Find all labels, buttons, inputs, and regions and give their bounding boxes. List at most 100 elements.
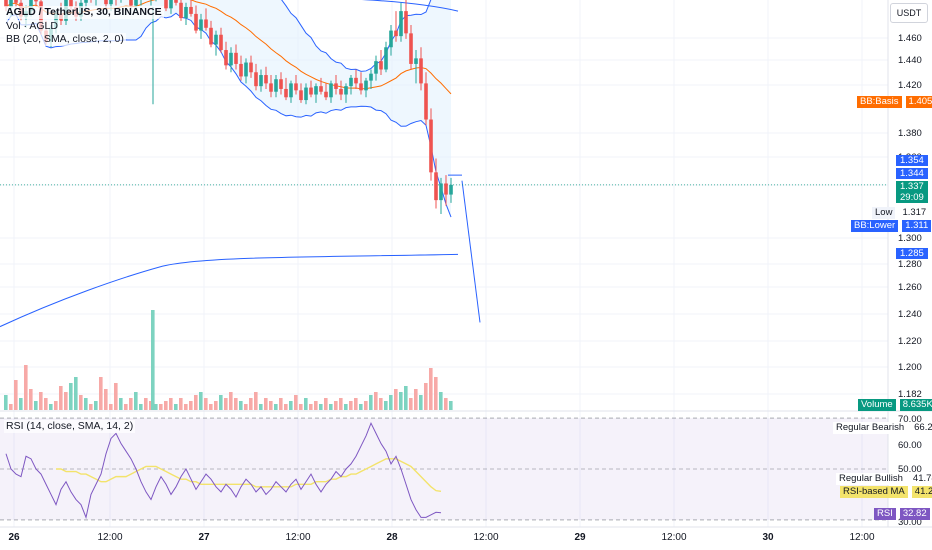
candle-body <box>4 0 8 7</box>
candle-body <box>229 52 233 66</box>
candle-body <box>199 19 203 31</box>
candle-body <box>249 62 253 73</box>
candle-body <box>174 0 178 3</box>
volume-bar <box>209 404 213 410</box>
volume-bar <box>94 401 98 410</box>
volume-bar <box>354 398 358 410</box>
volume-bar <box>134 392 138 410</box>
candle-body <box>164 0 168 9</box>
volume-bar <box>329 404 333 410</box>
volume-bar <box>399 392 403 410</box>
volume-bar <box>179 398 183 410</box>
volume-bar <box>289 401 293 410</box>
volume-bar <box>199 392 203 410</box>
volume-bar <box>364 401 368 410</box>
candle-body <box>359 83 363 91</box>
candle-body <box>259 75 263 87</box>
candle-body <box>169 0 173 9</box>
volume-bar <box>174 404 178 410</box>
volume-bar <box>189 401 193 410</box>
volume-bar <box>309 404 313 410</box>
candle-body <box>374 61 378 74</box>
volume-bar <box>79 395 83 410</box>
candle-body <box>239 63 243 77</box>
volume-bar <box>319 404 323 410</box>
anchored-vwap-line <box>0 253 459 328</box>
candle-body <box>264 75 268 84</box>
volume-bar <box>184 404 188 410</box>
volume-bar <box>149 401 153 410</box>
volume-bar <box>89 404 93 410</box>
candle-body <box>104 0 108 5</box>
volume-bar <box>314 401 318 410</box>
candle-body <box>369 73 373 81</box>
candle-body <box>309 87 313 95</box>
volume-bar <box>264 398 268 410</box>
volume-bar <box>169 398 173 410</box>
volume-bar <box>244 404 248 410</box>
volume-bar <box>24 365 28 410</box>
candle-body <box>219 34 223 51</box>
volume-bar <box>429 368 433 410</box>
candle-body <box>294 83 298 91</box>
volume-bar <box>119 398 123 410</box>
volume-bar <box>434 377 438 410</box>
candle-body <box>9 0 13 7</box>
candle-body <box>289 83 293 98</box>
volume-bar <box>344 404 348 410</box>
candle-body <box>299 90 303 101</box>
volume-bar <box>159 404 163 410</box>
volume-bar <box>151 310 155 410</box>
volume-bar <box>129 398 133 410</box>
candle-body <box>424 83 428 120</box>
candle-body <box>254 72 258 87</box>
candle-body <box>74 6 78 17</box>
candle-body <box>24 11 28 17</box>
candle-body <box>284 88 288 98</box>
volume-bar <box>254 392 258 410</box>
volume-bar <box>144 398 148 410</box>
candle-body <box>194 13 198 31</box>
candle-body <box>304 87 308 101</box>
volume-bar <box>204 398 208 410</box>
candle-body <box>399 11 403 37</box>
candle-body <box>79 2 83 17</box>
volume-bar <box>414 389 418 410</box>
candle-body <box>434 172 438 201</box>
candle-body <box>349 77 353 87</box>
candle-body <box>49 27 53 42</box>
volume-bar <box>44 398 48 410</box>
volume-bar <box>269 401 273 410</box>
currency-button[interactable]: USDT <box>890 3 928 23</box>
volume-bar <box>234 398 238 410</box>
volume-bar <box>64 392 68 410</box>
volume-bar <box>444 398 448 410</box>
candle-body <box>19 2 23 17</box>
volume-bar <box>294 395 298 410</box>
candle-body <box>334 83 338 89</box>
candle-body <box>224 50 228 66</box>
volume-bars <box>4 310 453 410</box>
candle-body <box>414 58 418 64</box>
volume-bar <box>139 404 143 410</box>
rsi-ma-line <box>56 458 442 492</box>
volume-bar <box>304 398 308 410</box>
volume-bar <box>324 398 328 410</box>
volume-bar <box>284 404 288 410</box>
candle-body <box>314 86 318 95</box>
candle-body <box>84 0 88 3</box>
volume-bar <box>54 401 58 410</box>
volume-bar <box>439 392 443 410</box>
volume-bar <box>84 398 88 410</box>
candle-body <box>234 52 238 64</box>
candle-body <box>364 80 368 91</box>
rsi-pane <box>0 417 888 521</box>
volume-bar <box>194 395 198 410</box>
candle-body <box>14 0 18 3</box>
candle-body <box>404 11 408 34</box>
volume-bar <box>224 398 228 410</box>
volume-bar <box>219 395 223 410</box>
volume-bar <box>384 401 388 410</box>
candle-body <box>279 79 283 89</box>
